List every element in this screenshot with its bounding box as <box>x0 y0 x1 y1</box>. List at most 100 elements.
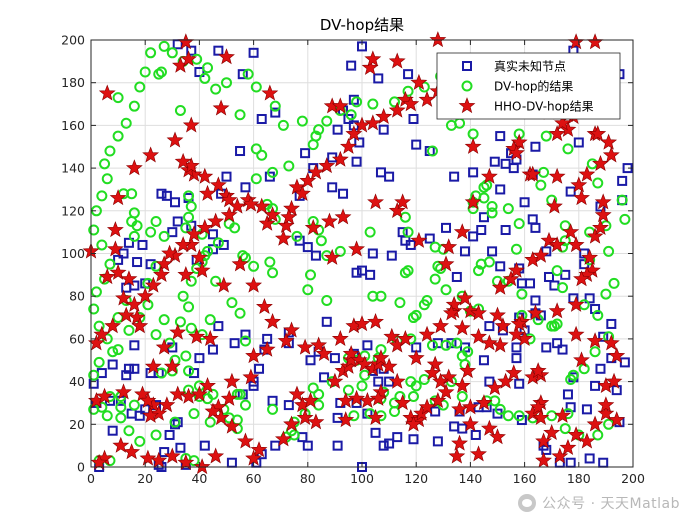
true-node-marker <box>581 404 592 415</box>
dvhop-estimate-marker <box>551 265 563 277</box>
true-node-marker <box>449 421 460 432</box>
x-tick-label: 160 <box>513 471 537 486</box>
hho-estimate-marker <box>209 176 227 193</box>
hho-estimate-marker <box>190 248 208 265</box>
hho-estimate-marker <box>432 372 450 389</box>
hho-estimate-marker <box>220 191 238 208</box>
dvhop-estimate-marker <box>277 119 289 131</box>
true-node-marker <box>384 171 395 182</box>
hho-estimate-marker <box>489 428 506 445</box>
dvhop-estimate-marker <box>389 405 401 417</box>
hho-estimate-marker <box>461 415 479 432</box>
true-node-marker <box>468 167 479 178</box>
hho-estimate-marker <box>573 270 590 287</box>
dvhop-estimate-marker <box>128 399 140 411</box>
true-node-marker <box>256 113 267 124</box>
x-tick-label: 60 <box>246 471 262 486</box>
dvhop-estimate-marker <box>269 100 281 112</box>
dvhop-estimate-marker <box>104 258 116 270</box>
hho-estimate-marker <box>142 406 160 423</box>
hho-estimate-marker <box>440 368 458 385</box>
hho-estimate-marker <box>448 447 466 464</box>
hho-estimate-marker <box>429 391 447 408</box>
y-tick-label: 180 <box>61 75 85 90</box>
hho-estimate-marker <box>361 58 379 75</box>
hho-estimate-marker <box>93 325 111 342</box>
hho-estimate-marker <box>155 338 173 355</box>
hho-estimate-marker <box>445 295 463 312</box>
dvhop-estimate-marker <box>183 365 195 377</box>
dvhop-estimate-marker <box>185 275 197 287</box>
legend-label: HHO-DV-hop结果 <box>494 100 594 114</box>
dvhop-estimate-marker <box>313 124 325 136</box>
hho-estimate-marker <box>204 402 222 419</box>
true-node-marker <box>123 237 134 248</box>
chart-title: DV-hop结果 <box>320 16 404 34</box>
hho-estimate-marker <box>185 225 203 242</box>
dvhop-estimate-marker <box>139 66 151 78</box>
true-node-marker <box>338 188 349 199</box>
hho-estimate-marker <box>426 355 444 372</box>
hho-estimate-marker <box>605 372 623 389</box>
true-node-marker <box>527 214 538 225</box>
dvhop-estimate-marker <box>202 62 214 74</box>
hho-estimate-marker <box>231 255 249 272</box>
true-node-marker <box>495 131 506 142</box>
hho-estimate-marker <box>163 357 181 374</box>
dvhop-estimate-marker <box>478 181 490 193</box>
true-node-marker <box>161 190 172 201</box>
dvhop-estimate-marker <box>123 324 135 336</box>
hho-estimate-marker <box>388 201 406 218</box>
hho-estimate-marker <box>418 398 436 415</box>
true-node-marker <box>606 318 617 329</box>
hho-estimate-marker <box>497 372 515 389</box>
hho-estimate-marker <box>543 423 561 440</box>
dvhop-estimate-marker <box>267 267 279 279</box>
hho-estimate-marker <box>155 255 173 272</box>
dvhop-estimate-marker <box>367 290 379 302</box>
dvhop-estimate-marker <box>494 403 506 415</box>
dvhop-estimate-marker <box>115 412 127 424</box>
hho-estimate-marker <box>326 372 344 389</box>
hho-estimate-marker <box>139 391 157 408</box>
dvhop-estimate-marker <box>429 273 441 285</box>
true-node-marker <box>145 259 156 270</box>
dvhop-estimate-marker <box>174 316 186 328</box>
hho-estimate-marker <box>161 244 179 261</box>
hho-estimate-marker <box>480 167 498 184</box>
true-node-marker <box>392 432 403 443</box>
dvhop-estimate-marker <box>356 380 368 392</box>
hho-estimate-marker <box>277 216 295 233</box>
true-node-marker <box>476 225 487 236</box>
dvhop-estimate-marker <box>101 410 113 422</box>
hho-estimate-marker <box>529 362 547 379</box>
hho-estimate-marker <box>199 184 216 201</box>
true-node-marker <box>584 453 595 464</box>
true-node-marker <box>557 344 568 355</box>
y-tick-label: 60 <box>69 331 85 346</box>
dvhop-estimate-marker <box>239 399 251 411</box>
true-node-marker <box>590 304 601 315</box>
true-node-marker <box>164 429 175 440</box>
hho-estimate-marker <box>283 415 300 432</box>
hho-estimate-marker <box>459 362 477 379</box>
hho-estimate-marker <box>310 336 328 353</box>
dvhop-estimate-marker <box>389 96 401 108</box>
dvhop-estimate-marker <box>592 309 604 321</box>
x-tick-label: 40 <box>191 471 207 486</box>
hho-estimate-marker <box>554 406 571 423</box>
true-node-marker <box>332 124 343 135</box>
dvhop-estimate-marker <box>321 294 333 306</box>
hho-estimate-marker <box>532 409 550 426</box>
hho-estimate-marker <box>139 449 157 466</box>
true-node-marker <box>218 239 229 250</box>
hho-estimate-marker <box>480 419 498 436</box>
dvhop-estimate-marker <box>199 72 211 84</box>
axis-ticks: 0 20 40 60 80 100 120 140 160 180 200 0 20 40 60 80 100 1… <box>61 33 645 487</box>
hho-estimate-marker <box>510 315 528 332</box>
dvhop-estimate-marker <box>112 92 124 104</box>
dvhop-estimate-marker <box>348 410 360 422</box>
hho-estimate-marker <box>372 349 390 366</box>
dvhop-estimate-marker <box>183 301 195 313</box>
y-tick-label: 160 <box>61 118 85 133</box>
